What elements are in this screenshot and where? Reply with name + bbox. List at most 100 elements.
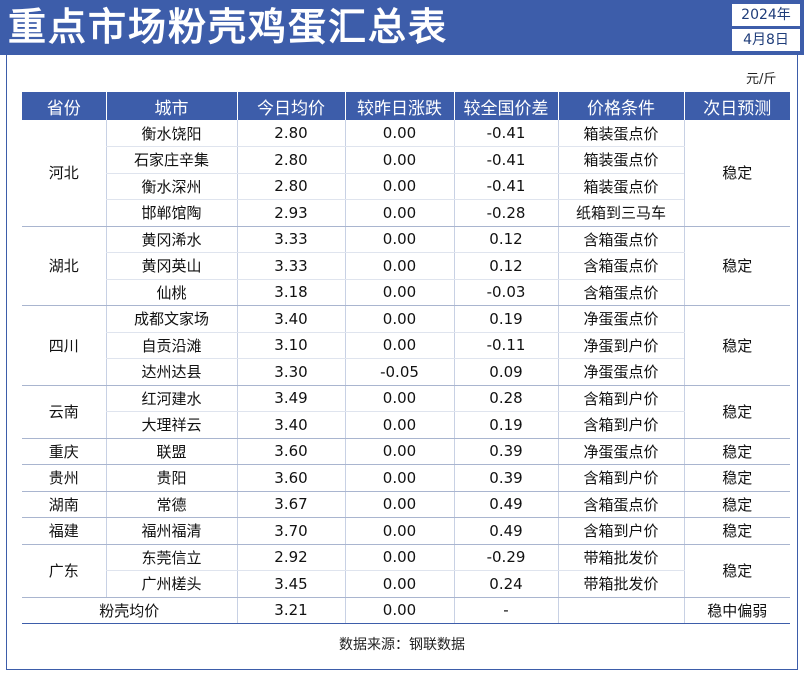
- price-cell: 2.92: [236, 544, 345, 571]
- condition-cell: 含箱蛋点价: [557, 226, 684, 253]
- change-cell: 0.00: [344, 385, 454, 412]
- change-cell: -0.05: [344, 358, 454, 386]
- forecast-cell: 稳定: [683, 305, 790, 386]
- column-header-forecast: 次日预测: [683, 92, 790, 120]
- condition-cell: 箱装蛋点价: [557, 146, 684, 174]
- province-cell: 湖南: [22, 491, 106, 518]
- city-cell: 衡水深州: [105, 173, 237, 200]
- price-cell: 3.40: [236, 411, 345, 439]
- province-cell: 湖北: [22, 226, 106, 306]
- province-cell: 四川: [22, 305, 106, 386]
- table-row: 云南 红河建水 3.49 0.00 0.28 含箱到户价 稳定: [22, 385, 790, 439]
- price-cell: 3.60: [236, 464, 345, 492]
- table-row: 福建 福州福清 3.70 0.00 0.49 含箱到户价 稳定: [22, 517, 790, 545]
- province-cell: 广东: [22, 544, 106, 598]
- condition-cell: 含箱蛋点价: [557, 491, 684, 518]
- city-cell: 仙桃: [105, 279, 237, 306]
- condition-cell: 含箱到户价: [557, 385, 684, 412]
- diff-cell: -0.41: [453, 120, 558, 147]
- condition-cell: 箱装蛋点价: [557, 120, 684, 147]
- change-cell: 0.00: [344, 252, 454, 280]
- date-year: 2024年: [732, 4, 800, 26]
- forecast-cell: 稳定: [683, 491, 790, 518]
- price-cell: 3.67: [236, 491, 345, 518]
- column-header-province: 省份: [22, 92, 106, 120]
- date-day: 4月8日: [732, 29, 800, 51]
- diff-cell: -0.11: [453, 332, 558, 359]
- change-cell: 0.00: [344, 491, 454, 518]
- table-row: 达州达县 3.30 -0.05 0.09 净蛋蛋点价: [22, 358, 790, 386]
- forecast-cell: 稳定: [683, 544, 790, 598]
- forecast-cell: 稳定: [683, 517, 790, 545]
- diff-cell: -0.29: [453, 544, 558, 571]
- city-cell: 联盟: [105, 438, 237, 465]
- change-cell: 0.00: [344, 199, 454, 227]
- diff-cell: 0.49: [453, 491, 558, 518]
- price-cell: 3.33: [236, 226, 345, 253]
- table-row: 广东 东莞信立 2.92 0.00 -0.29 带箱批发价 稳定: [22, 544, 790, 598]
- condition-cell: 含箱到户价: [557, 411, 684, 439]
- province-cell: 河北: [22, 120, 106, 227]
- price-cell: 3.45: [236, 570, 345, 598]
- content-frame: [6, 55, 798, 670]
- forecast-cell: 稳定: [683, 385, 790, 439]
- condition-cell: 净蛋蛋点价: [557, 438, 684, 465]
- forecast-cell: 稳定: [683, 438, 790, 465]
- condition-cell: 带箱批发价: [557, 570, 684, 598]
- table-row: 大理祥云 3.40 0.00 0.19 含箱到户价: [22, 411, 790, 439]
- diff-cell: 0.09: [453, 358, 558, 386]
- change-cell: 0.00: [344, 464, 454, 492]
- average-price: 3.21: [236, 597, 345, 624]
- condition-cell: 净蛋到户价: [557, 332, 684, 359]
- city-cell: 自贡沿滩: [105, 332, 237, 359]
- diff-cell: 0.12: [453, 252, 558, 280]
- city-cell: 大理祥云: [105, 411, 237, 439]
- city-cell: 常德: [105, 491, 237, 518]
- price-cell: 2.93: [236, 199, 345, 227]
- column-header-condition: 价格条件: [557, 92, 684, 120]
- city-cell: 石家庄辛集: [105, 146, 237, 174]
- diff-cell: 0.24: [453, 570, 558, 598]
- table-body: 河北 衡水饶阳 2.80 0.00 -0.41 箱装蛋点价 稳定 石家庄辛集 2.80 0.00-…: [22, 120, 790, 624]
- province-cell: 云南: [22, 385, 106, 439]
- province-cell: 贵州: [22, 464, 106, 492]
- date-badge: 2024年 4月8日: [732, 4, 800, 51]
- city-cell: 成都文家场: [105, 305, 237, 333]
- data-source-note: 数据来源：钢联数据: [339, 637, 465, 653]
- table-row: 邯郸馆陶 2.93 0.00 -0.28 纸箱到三马车: [22, 199, 790, 227]
- condition-cell: 箱装蛋点价: [557, 173, 684, 200]
- change-cell: 0.00: [344, 411, 454, 439]
- change-cell: 0.00: [344, 332, 454, 359]
- table-header-row: 省份 城市 今日均价 较昨日涨跌 较全国价差 价格条件 次日预测: [22, 92, 790, 120]
- diff-cell: -0.41: [453, 146, 558, 174]
- average-condition: [557, 597, 684, 624]
- change-cell: 0.00: [344, 279, 454, 306]
- province-cell: 福建: [22, 517, 106, 545]
- city-cell: 红河建水: [105, 385, 237, 412]
- diff-cell: 0.39: [453, 464, 558, 492]
- table-row: 四川 成都文家场 3.40 0.00 0.19 净蛋蛋点价 稳定: [22, 305, 790, 386]
- column-header-city: 城市: [105, 92, 237, 120]
- diff-cell: 0.12: [453, 226, 558, 253]
- province-cell: 重庆: [22, 438, 106, 465]
- price-cell: 3.18: [236, 279, 345, 306]
- average-forecast: 稳中偏弱: [683, 597, 790, 624]
- table-row: 衡水深州 2.80 0.00 -0.41 箱装蛋点价: [22, 173, 790, 200]
- price-cell: 2.80: [236, 120, 345, 147]
- table-row: 湖南 常德 3.67 0.00 0.49 含箱蛋点价 稳定: [22, 491, 790, 518]
- title-bar: 重点市场粉壳鸡蛋汇总表 2024年 4月8日: [0, 0, 804, 55]
- city-cell: 衡水饶阳: [105, 120, 237, 147]
- change-cell: 0.00: [344, 146, 454, 174]
- average-change: 0.00: [344, 597, 454, 624]
- condition-cell: 净蛋蛋点价: [557, 305, 684, 333]
- change-cell: 0.00: [344, 517, 454, 545]
- change-cell: 0.00: [344, 438, 454, 465]
- price-cell: 2.80: [236, 173, 345, 200]
- price-cell: 3.30: [236, 358, 345, 386]
- table-row: 河北 衡水饶阳 2.80 0.00 -0.41 箱装蛋点价 稳定: [22, 120, 790, 227]
- table-row: 自贡沿滩 3.10 0.00 -0.11 净蛋到户价: [22, 332, 790, 359]
- price-cell: 3.70: [236, 517, 345, 545]
- forecast-cell: 稳定: [683, 226, 790, 306]
- condition-cell: 含箱蛋点价: [557, 279, 684, 306]
- price-cell: 3.33: [236, 252, 345, 280]
